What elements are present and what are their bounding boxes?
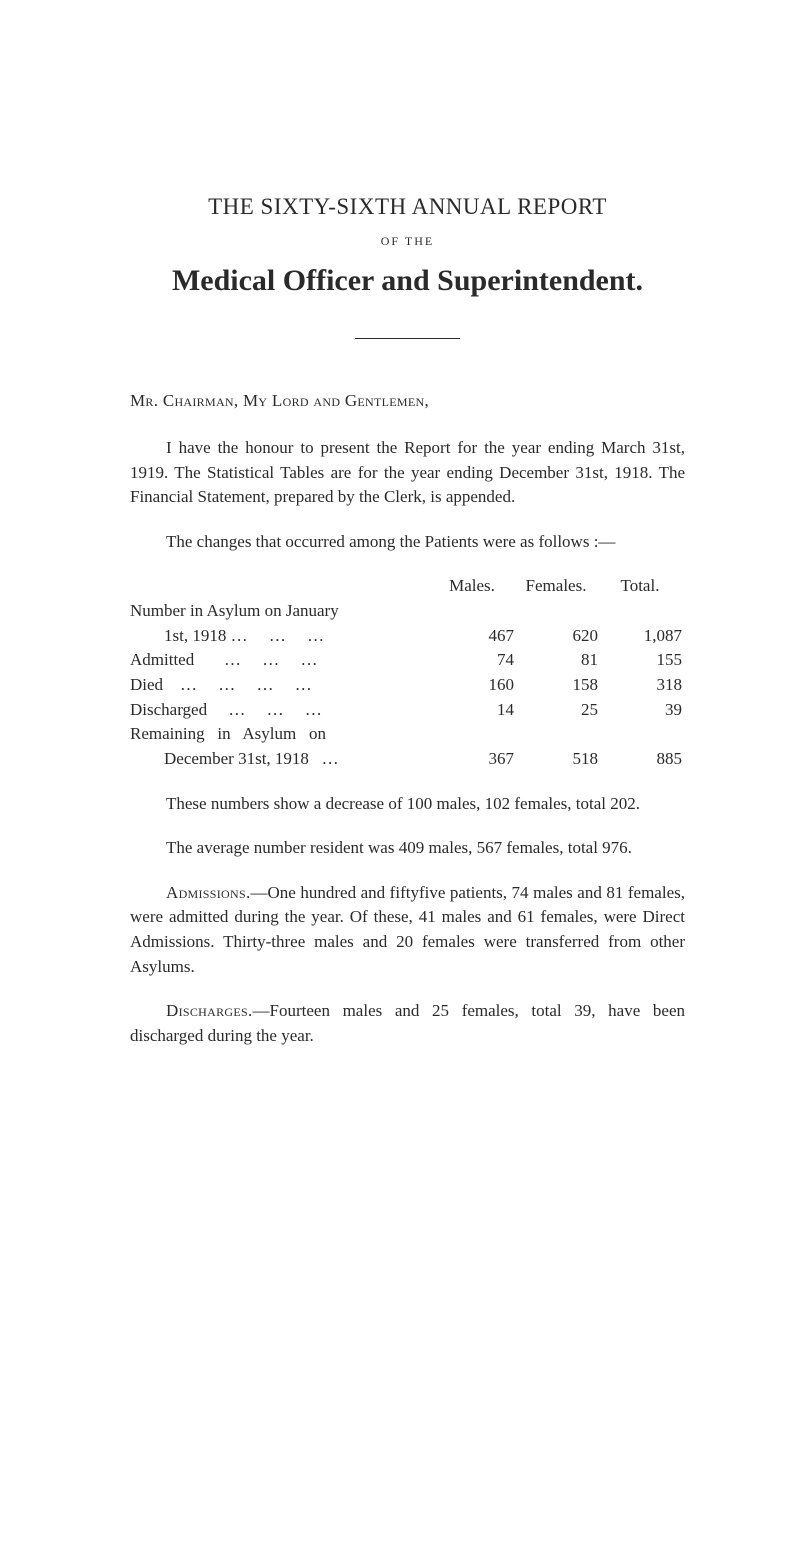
cell-females: 158 <box>514 673 598 698</box>
row-label: Number in Asylum on January <box>130 599 430 624</box>
row-label: Remaining in Asylum on <box>130 722 430 747</box>
salutation: Mr. Chairman, My Lord and Gentlemen, <box>130 389 685 414</box>
table-row: Died … … … … 160 158 318 <box>130 673 685 698</box>
header-total: Total. <box>598 574 682 599</box>
cell-males: 367 <box>430 747 514 772</box>
report-subtitle: Medical Officer and Superintendent. <box>130 259 685 303</box>
row-label: Discharged … … … <box>130 698 430 723</box>
row-label: Died … … … … <box>130 673 430 698</box>
table-row: Discharged … … … 14 25 39 <box>130 698 685 723</box>
table-header-row: Males. Females. Total. <box>130 574 685 599</box>
cell-total: 39 <box>598 698 682 723</box>
paragraph-discharges: Discharges.—Fourteen males and 25 female… <box>130 999 685 1048</box>
divider-rule <box>355 338 460 339</box>
paragraph-average: The average number resident was 409 male… <box>130 836 685 861</box>
discharges-lead: Discharges. <box>166 1001 253 1020</box>
cell-males: 14 <box>430 698 514 723</box>
document-page: THE SIXTY-SIXTH ANNUAL REPORT OF THE Med… <box>0 0 800 1129</box>
cell-total: 1,087 <box>598 624 682 649</box>
paragraph-changes-intro: The changes that occurred among the Pati… <box>130 530 685 555</box>
cell-females: 620 <box>514 624 598 649</box>
row-label: December 31st, 1918 … <box>130 747 430 772</box>
cell-females: 25 <box>514 698 598 723</box>
statistics-table: Males. Females. Total. Number in Asylum … <box>130 574 685 771</box>
row-label: Admitted … … … <box>130 648 430 673</box>
cell-total: 155 <box>598 648 682 673</box>
table-row: December 31st, 1918 … 367 518 885 <box>130 747 685 772</box>
header-females: Females. <box>514 574 598 599</box>
paragraph-decrease: These numbers show a decrease of 100 mal… <box>130 792 685 817</box>
cell-males: 467 <box>430 624 514 649</box>
header-males: Males. <box>430 574 514 599</box>
table-row: 1st, 1918 … … … 467 620 1,087 <box>130 624 685 649</box>
report-title: THE SIXTY-SIXTH ANNUAL REPORT <box>130 190 685 223</box>
cell-males: 74 <box>430 648 514 673</box>
cell-females: 518 <box>514 747 598 772</box>
cell-males: 160 <box>430 673 514 698</box>
cell-total: 318 <box>598 673 682 698</box>
table-row: Admitted … … … 74 81 155 <box>130 648 685 673</box>
table-row: Number in Asylum on January <box>130 599 685 624</box>
admissions-lead: Admissions. <box>166 883 251 902</box>
cell-total: 885 <box>598 747 682 772</box>
paragraph-intro: I have the honour to present the Report … <box>130 436 685 510</box>
of-the-line: OF THE <box>130 233 685 250</box>
cell-females: 81 <box>514 648 598 673</box>
table-row: Remaining in Asylum on <box>130 722 685 747</box>
paragraph-admissions: Admissions.—One hundred and fiftyfive pa… <box>130 881 685 980</box>
row-label: 1st, 1918 … … … <box>130 624 430 649</box>
